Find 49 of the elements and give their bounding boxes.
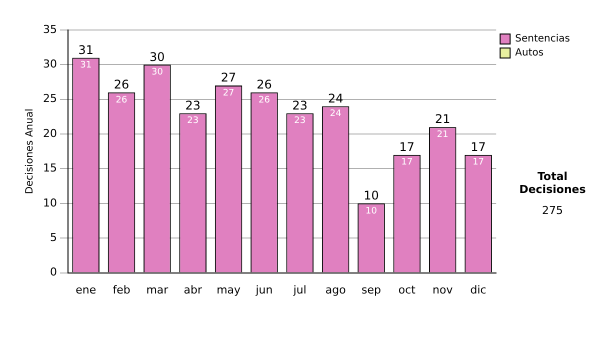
x-tick-label: jun bbox=[254, 283, 273, 296]
data-label: 10 bbox=[366, 206, 378, 216]
total-label: 10 bbox=[364, 188, 379, 203]
data-label: 27 bbox=[222, 88, 234, 98]
x-tick-label: sep bbox=[362, 283, 382, 296]
y-tick-label: 0 bbox=[50, 266, 57, 279]
text: Total Decisiones bbox=[518, 170, 587, 196]
legend-label: Sentencias bbox=[515, 34, 570, 45]
y-tick-label: 30 bbox=[42, 58, 57, 71]
data-label: 26 bbox=[258, 95, 270, 106]
data-label: 21 bbox=[436, 130, 448, 140]
y-tick-label: 5 bbox=[50, 230, 57, 244]
y-axis-title: Decisiones Anual bbox=[24, 108, 36, 194]
total-label: 30 bbox=[150, 50, 165, 64]
x-tick-label: may bbox=[216, 283, 242, 296]
data-label: 17 bbox=[401, 158, 413, 168]
total-label: 26 bbox=[256, 78, 272, 92]
total-label: 27 bbox=[220, 70, 236, 85]
x-tick-label: nov bbox=[432, 283, 454, 296]
y-tick-label: 25 bbox=[42, 92, 57, 106]
total-label: 31 bbox=[78, 42, 94, 57]
total-label: 21 bbox=[434, 112, 450, 126]
total-label: 23 bbox=[292, 98, 308, 112]
x-tick-label: feb bbox=[112, 283, 130, 296]
x-tick-label: mar bbox=[146, 283, 169, 296]
x-tick-label: abr bbox=[184, 283, 202, 296]
data-label: 31 bbox=[80, 60, 92, 71]
data-label: 23 bbox=[187, 116, 199, 126]
total-label: 17 bbox=[470, 140, 486, 154]
data-label: 26 bbox=[116, 95, 128, 106]
data-label: 24 bbox=[330, 109, 342, 120]
legend-label: Autos bbox=[515, 48, 544, 59]
y-tick-label: 15 bbox=[42, 162, 57, 175]
x-tick-label: jul bbox=[292, 283, 306, 296]
x-tick-label: oct bbox=[398, 283, 416, 296]
total-label: 26 bbox=[114, 78, 130, 92]
total-label: 24 bbox=[328, 91, 344, 106]
text: 275 bbox=[541, 204, 564, 217]
x-tick-label: ago bbox=[325, 283, 346, 296]
data-label: 23 bbox=[294, 116, 306, 126]
data-label: 30 bbox=[151, 68, 164, 78]
data-label: 17 bbox=[472, 158, 484, 168]
y-tick-label: 20 bbox=[42, 126, 57, 140]
x-tick-label: dic bbox=[470, 283, 486, 296]
total-label: 23 bbox=[185, 98, 201, 112]
y-tick-label: 35 bbox=[42, 22, 57, 36]
y-tick-label: 10 bbox=[42, 196, 57, 210]
x-tick-label: ene bbox=[76, 283, 96, 296]
total-label: 17 bbox=[399, 140, 415, 154]
